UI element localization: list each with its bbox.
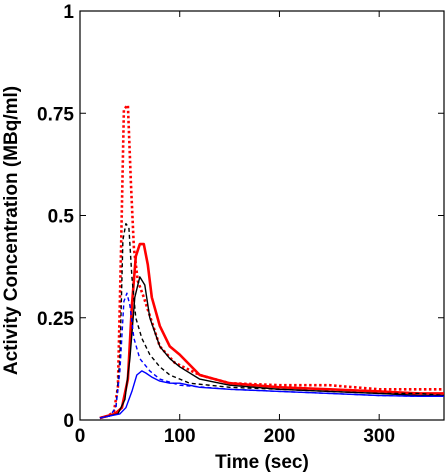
x-tick-label: 0: [75, 426, 86, 447]
y-tick-label: 0.25: [37, 309, 74, 330]
y-axis-title: Activity Concentration (MBq/ml): [1, 86, 22, 375]
x-axis: 0 100 200 300: [75, 11, 395, 447]
y-tick-label: 0.5: [48, 207, 75, 228]
x-tick-label: 300: [363, 426, 395, 447]
y-tick-label: 0: [63, 411, 74, 432]
plot-frame: [79, 10, 445, 421]
x-tick-label: 100: [164, 426, 196, 447]
x-tick-label: 200: [264, 426, 296, 447]
series-line-6: [99, 370, 444, 419]
series-line-1: [99, 103, 444, 420]
y-tick-label: 1: [63, 2, 74, 23]
plot-area: [79, 10, 445, 421]
x-axis-title: Time (sec): [215, 452, 309, 473]
y-axis: 0 0.25 0.5 0.75 1: [37, 2, 444, 432]
y-tick-label: 0.75: [37, 104, 74, 125]
series-line-4: [99, 276, 444, 419]
series-line-5: [99, 292, 444, 419]
series-line-2: [99, 242, 444, 420]
